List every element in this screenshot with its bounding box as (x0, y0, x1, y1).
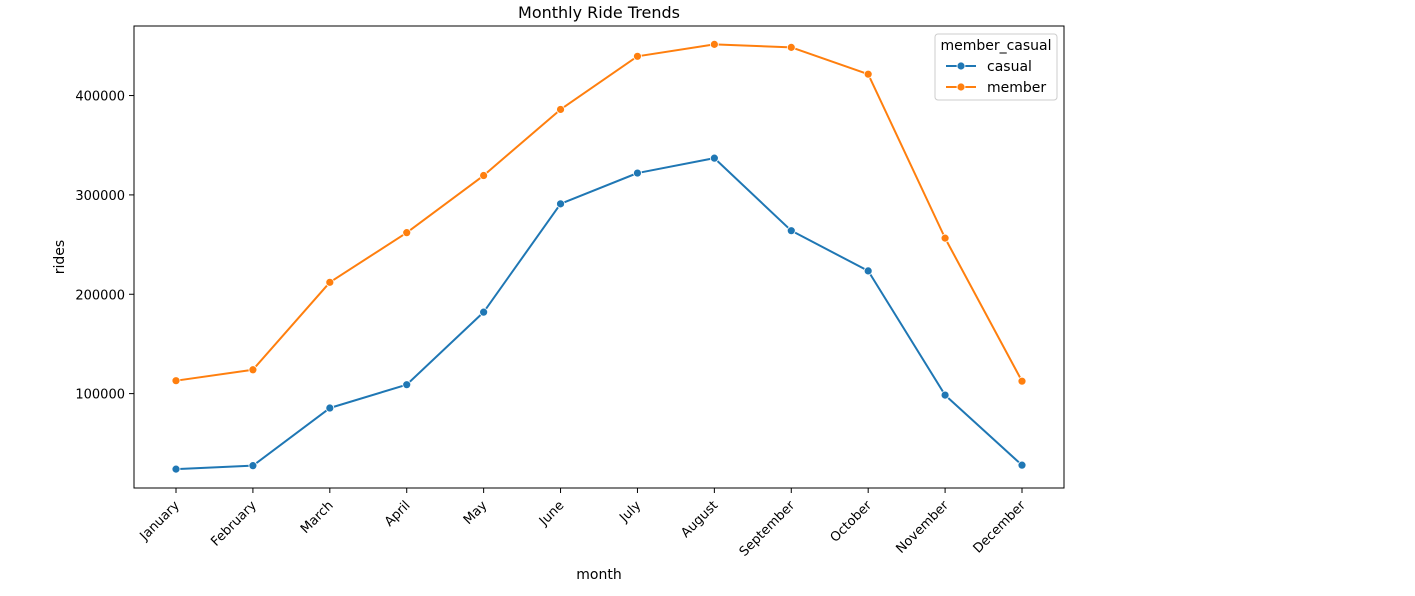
x-tick-label: June (536, 498, 567, 529)
data-point-member (786, 42, 796, 52)
x-tick-label: August (678, 498, 721, 541)
data-point-member (171, 376, 181, 386)
x-tick-label: April (382, 498, 414, 530)
data-point-member (633, 51, 642, 61)
legend: member_casual casual member (934, 33, 1058, 101)
data-point-casual (479, 307, 489, 317)
legend-items: casual member (946, 59, 1046, 96)
x-tick-label: November (893, 498, 952, 557)
x-tick-label: October (828, 498, 876, 546)
y-tick-label: 400000 (75, 90, 125, 105)
data-point-casual (940, 390, 950, 400)
x-tick-label: July (616, 498, 644, 526)
data-point-casual (248, 461, 258, 471)
data-point-member (709, 39, 719, 49)
data-point-casual (171, 464, 181, 474)
data-point-casual (633, 168, 642, 178)
data-point-member (479, 171, 489, 180)
chart-title: Monthly Ride Trends (518, 3, 680, 22)
x-axis-label: month (576, 567, 621, 583)
x-axis: January February March April May June July Augu… (137, 488, 1030, 560)
plot-frame (133, 25, 1065, 489)
data-point-member (940, 233, 950, 243)
y-axis-label: rides (52, 240, 68, 274)
series-casual (171, 153, 1027, 474)
x-tick-label: September (737, 498, 799, 560)
data-point-member (1017, 376, 1027, 386)
data-point-casual (325, 403, 335, 413)
data-point-casual (786, 226, 796, 236)
data-point-casual (1017, 460, 1027, 470)
data-point-member (556, 105, 565, 114)
y-tick-label: 200000 (75, 288, 125, 303)
legend-label: member (987, 80, 1046, 96)
x-tick-label: March (298, 498, 337, 537)
series-member (171, 39, 1027, 386)
legend-box (934, 33, 1058, 101)
data-point-casual (709, 153, 719, 163)
legend-swatch-marker (956, 61, 966, 71)
data-point-member (248, 365, 258, 375)
legend-label: casual (987, 59, 1032, 75)
x-tick-label: December (971, 498, 1030, 557)
data-point-member (402, 228, 412, 238)
x-tick-label: February (208, 498, 260, 550)
y-axis: 100000 200000 300000 400000 (75, 90, 134, 403)
series-line-member (175, 43, 1023, 383)
data-point-casual (863, 266, 873, 276)
y-tick-label: 300000 (75, 189, 125, 204)
series-line-casual (175, 157, 1023, 471)
data-point-member (863, 69, 873, 79)
x-tick-label: January (137, 498, 183, 544)
data-point-casual (402, 380, 412, 390)
y-tick-label: 100000 (75, 388, 125, 403)
data-point-member (325, 277, 335, 287)
legend-title: member_casual (940, 38, 1051, 54)
legend-swatch-marker (956, 82, 966, 92)
plot-area (171, 39, 1027, 474)
data-point-casual (556, 199, 565, 209)
x-tick-label: May (461, 498, 491, 528)
